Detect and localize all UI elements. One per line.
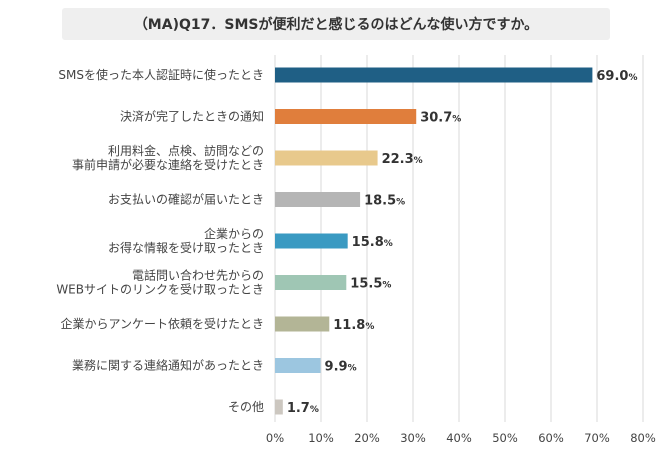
bar [275,192,361,207]
x-tick-label: 30% [400,431,426,445]
bar [275,316,330,332]
x-tick-label: 60% [538,431,564,445]
category-label: 業務に関する連絡通知があったとき [72,358,264,373]
category-label: その他 [228,400,264,414]
data-label: 11.8% [333,318,374,333]
bar [275,233,348,249]
category-label: 決済が完了したときの通知 [120,109,264,124]
bar [275,109,417,124]
data-label: 9.9% [325,360,357,375]
bar [275,67,593,83]
data-label: 15.8% [352,235,393,250]
x-tick-label: 10% [308,431,334,445]
category-label: SMSを使った本人認証時に使ったとき [58,67,264,82]
x-tick-label: 0% [266,431,284,445]
category-label: 電話問い合わせ先からの WEBサイトのリンクを受け取ったとき [56,268,264,297]
data-label: 15.5% [350,277,391,292]
category-label: 企業からのお得な情報を受け取ったとき [108,226,264,255]
chart-title: （MA)Q17．SMSが便利だと感じるのはどんな使い方ですか。 [62,8,610,40]
data-label: 69.0% [596,69,637,84]
x-tick-label: 80% [630,431,656,445]
data-label: 22.3% [382,152,423,167]
x-tick-label: 50% [492,431,518,445]
x-tick-label: 20% [354,431,380,445]
bar [275,275,347,290]
bar [275,399,283,415]
data-label: 18.5% [364,194,405,209]
data-label: 30.7% [420,111,461,126]
category-label: お支払いの確認が届いたとき [108,192,264,207]
category-label: 企業からアンケート依頼を受けたとき [60,316,264,331]
bar [275,358,321,373]
category-label: 利用料金、点検、訪問などの事前申請が必要な連絡を受けたとき [72,143,264,172]
x-tick-label: 40% [446,431,472,445]
data-label: 1.7% [287,401,319,416]
bar [275,150,378,166]
x-tick-label: 70% [584,431,610,445]
